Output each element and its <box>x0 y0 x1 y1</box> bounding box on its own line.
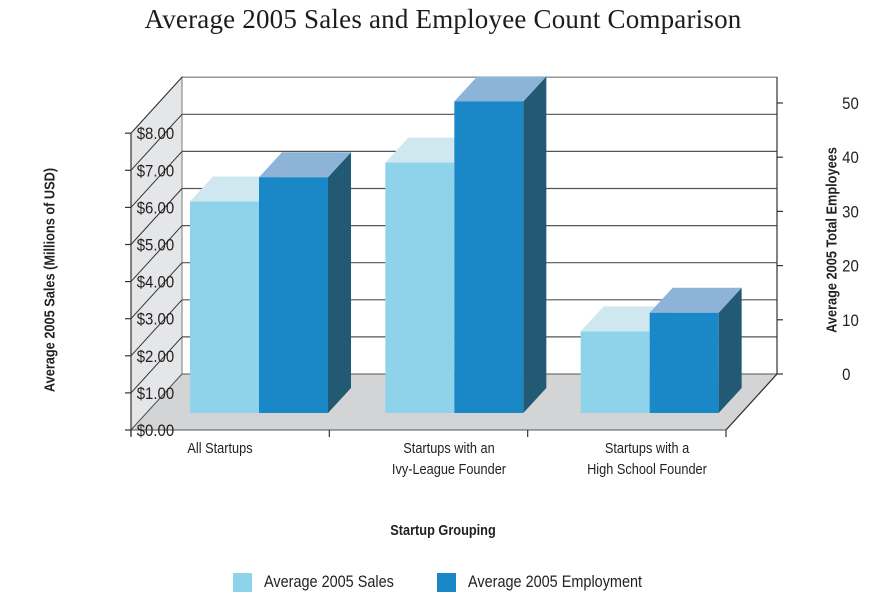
bar-side-employment-1 <box>523 76 547 413</box>
right-axis-tick-label: 20 <box>842 258 859 276</box>
right-axis-tick-label: 0 <box>842 366 850 384</box>
chart-title: Average 2005 Sales and Employee Count Co… <box>144 4 742 34</box>
left-axis-tick-label: $2.00 <box>137 348 175 366</box>
side-wall-gridline <box>130 262 183 320</box>
legend-item-sales: Average 2005 Sales <box>233 572 397 592</box>
bar-employment-0 <box>259 177 328 413</box>
legend-item-employment: Average 2005 Employment <box>437 572 653 592</box>
floor-edge <box>725 373 778 431</box>
legend-swatch-sales <box>233 572 253 592</box>
right-axis-tick-label: 10 <box>842 312 859 330</box>
left-axis-tick-label: $4.00 <box>137 274 175 292</box>
right-axis-tick-label: 50 <box>842 95 859 113</box>
left-axis-tick-label: $3.00 <box>137 311 175 329</box>
bar-employment-2 <box>649 312 719 413</box>
x-axis-title: Startup Grouping <box>390 522 496 539</box>
bar-employment-1 <box>454 101 524 413</box>
side-wall-gridline <box>130 336 183 394</box>
category-label-line: Ivy-League Founder <box>391 461 506 478</box>
category-label-line: Startups with a <box>604 440 689 457</box>
legend-swatch-employment <box>437 572 457 592</box>
bar-top-employment-2 <box>649 287 742 313</box>
bar-side-employment-2 <box>718 287 742 413</box>
side-wall-gridline <box>130 299 183 357</box>
category-label-line: High School Founder <box>586 461 707 478</box>
left-axis-tick-label: $6.00 <box>137 200 175 218</box>
category-label: Startups with a High School Founder <box>553 438 740 480</box>
left-axis-tick-label: $8.00 <box>137 125 175 143</box>
side-wall-gridline <box>130 225 183 282</box>
category-label-line: Startups with an <box>402 440 495 457</box>
category-label: Startups with an Ivy-League Founder <box>355 438 542 480</box>
right-axis-tick-label: 40 <box>842 149 859 167</box>
right-axis-tick-label: 30 <box>842 204 859 222</box>
side-wall-gridline <box>130 76 183 134</box>
bar-top-employment-0 <box>259 152 351 178</box>
left-axis-tick-label: $7.00 <box>137 162 175 180</box>
left-axis-tick-label: $0.00 <box>137 422 175 440</box>
legend-label-employment: Average 2005 Employment <box>468 572 643 591</box>
right-y-axis-title: Average 2005 Total Employees <box>823 147 841 333</box>
side-wall-gridline <box>130 113 183 171</box>
side-wall-gridline <box>130 151 183 208</box>
legend: Average 2005 Sales Average 2005 Employme… <box>0 572 886 592</box>
category-label-line: All Startups <box>187 440 253 457</box>
bar-sales-1 <box>385 162 455 413</box>
bar-sales-0 <box>190 201 259 413</box>
left-axis-tick-label: $5.00 <box>137 237 175 255</box>
left-y-axis-title: Average 2005 Sales (Millions of USD) <box>41 167 59 393</box>
bar-top-employment-1 <box>454 76 547 102</box>
left-axis-tick-label: $1.00 <box>137 385 175 403</box>
bar-side-employment-0 <box>328 152 351 414</box>
side-wall-gridline <box>130 188 183 245</box>
legend-label-sales: Average 2005 Sales <box>264 572 395 591</box>
category-label: All Startups <box>127 438 314 459</box>
bar-sales-2 <box>580 331 650 413</box>
